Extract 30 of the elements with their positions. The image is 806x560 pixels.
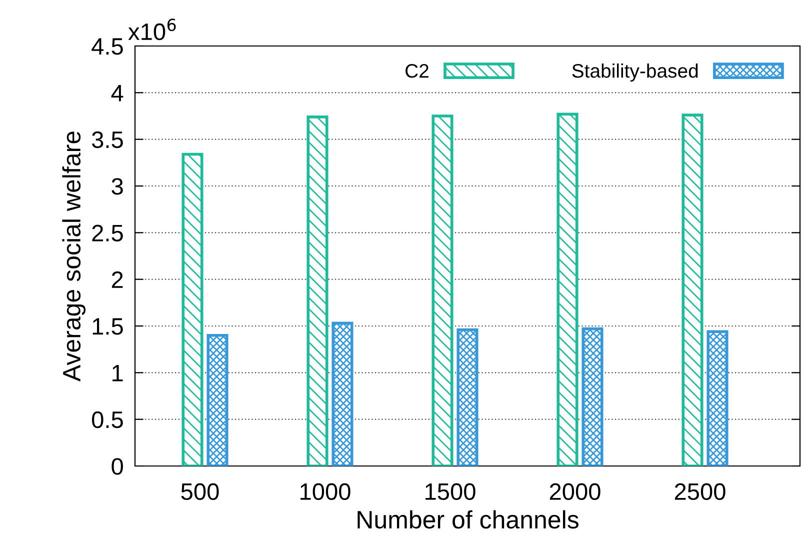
y-tick-label: 0 — [112, 458, 123, 475]
bar — [306, 116, 328, 466]
legend-label: C2 — [406, 64, 428, 78]
x-tick-label: 2000 — [550, 483, 600, 500]
bar — [456, 328, 478, 466]
bar — [332, 322, 354, 466]
text: x10$^{6}$ — [128, 18, 176, 40]
x-axis-title: Number of channels — [358, 510, 578, 529]
x-tick-label: 1000 — [300, 483, 350, 500]
bar — [706, 330, 728, 466]
x-tick-label: 1500 — [426, 483, 476, 500]
y-tick-label: 4.5 — [92, 38, 123, 55]
x-tick-label: 500 — [181, 483, 219, 500]
y-tick-label: 2 — [112, 271, 123, 288]
bar — [182, 152, 204, 466]
bar — [556, 112, 578, 466]
y-tick-label: 1.5 — [92, 318, 123, 335]
bar — [432, 114, 454, 466]
bar — [582, 327, 604, 466]
legend-label: Stability-based — [572, 64, 698, 82]
bar — [682, 114, 704, 466]
x-tick-label: 2500 — [674, 483, 726, 500]
bar — [206, 334, 228, 466]
y-tick-label: 1 — [112, 364, 123, 382]
y-tick-label: 3.5 — [92, 131, 123, 148]
y-tick-label: 3 — [112, 178, 123, 195]
y-axis-title: Average social welfare — [62, 132, 86, 382]
y-tick-label: 0.5 — [92, 411, 123, 428]
y-tick-label: 4 — [111, 84, 124, 102]
y-tick-label: 2.5 — [92, 224, 123, 242]
